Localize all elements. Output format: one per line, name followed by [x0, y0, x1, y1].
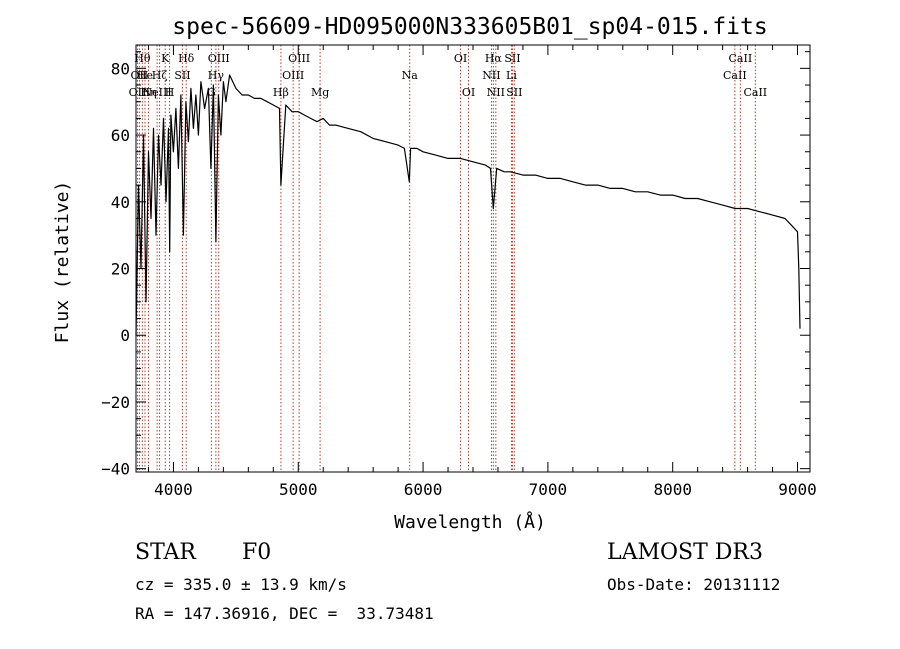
- observation-date: Obs-Date: 20131112: [607, 575, 781, 594]
- x-tick-label: 7000: [529, 480, 568, 499]
- line-label: SII: [504, 52, 520, 65]
- y-tick-label: 40: [111, 193, 130, 212]
- line-label: Hη: [140, 86, 156, 99]
- y-tick-label: 60: [111, 126, 130, 145]
- line-label: He: [137, 69, 153, 82]
- line-label: CaII: [723, 69, 747, 82]
- line-label: NeIII: [143, 86, 172, 99]
- coordinates: RA = 147.36916, DEC = 33.73481: [135, 604, 434, 623]
- y-tick-label: 20: [111, 260, 130, 279]
- line-label: OI: [454, 52, 467, 65]
- line-label: K: [161, 52, 170, 65]
- chart-title: spec-56609-HD095000N333605B01_sp04-015.f…: [172, 14, 767, 40]
- line-label: Hγ: [208, 69, 225, 82]
- axes-layer: 4000 5000 6000 7000 8000 9000 −40 −20 0 20 40 60 80: [101, 44, 817, 499]
- line-label: OII: [131, 69, 149, 82]
- line-label: SII: [174, 69, 190, 82]
- line-label: NII: [487, 86, 505, 99]
- line-label: SII: [506, 86, 522, 99]
- y-tick-label: −40: [101, 460, 130, 479]
- line-label: CaII: [743, 86, 767, 99]
- line-markers: [136, 45, 756, 472]
- flux-line: [135, 74, 801, 336]
- plot-background: [0, 0, 900, 540]
- line-label: Na: [402, 69, 419, 82]
- object-class: STAR: [135, 540, 196, 565]
- line-label: OIII: [282, 69, 304, 82]
- y-tick-label: 0: [120, 326, 130, 345]
- line-label: CaII: [729, 52, 753, 65]
- y-axis-label: Flux (relative): [52, 181, 73, 344]
- spectrum-chart: 4000 5000 6000 7000 8000 9000−40−20020406080 …: [0, 0, 900, 540]
- x-tick-label: 5000: [279, 480, 318, 499]
- x-tick-label: 8000: [653, 480, 692, 499]
- line-label: OII: [129, 86, 147, 99]
- line-label: G: [207, 86, 216, 99]
- redshift-velocity: cz = 335.0 ± 13.9 km/s: [135, 575, 347, 594]
- x-tick-label: 6000: [404, 480, 443, 499]
- line-label: Hβ: [273, 86, 289, 99]
- spectral-subclass: F0: [242, 540, 272, 565]
- y-tick-label: −20: [101, 393, 130, 412]
- x-tick-label: 9000: [778, 480, 817, 499]
- line-label: Hδ: [178, 52, 195, 65]
- line-label: OIII: [208, 52, 230, 65]
- line-label: Hα: [485, 52, 503, 65]
- line-label: NII: [482, 69, 500, 82]
- x-tick-label: 4000: [154, 480, 193, 499]
- series-layer: [135, 74, 801, 336]
- line-label: Hζ: [152, 69, 168, 82]
- line-label: OI: [462, 86, 475, 99]
- x-axis-label: Wavelength (Å): [394, 511, 546, 533]
- y-tick-label: 80: [111, 59, 130, 78]
- line-label: H: [165, 86, 175, 99]
- line-label: Li: [506, 69, 517, 82]
- survey-name: LAMOST DR3: [607, 540, 763, 565]
- line-label: Hθ: [134, 52, 151, 65]
- line-label: Mg: [311, 86, 329, 99]
- line-label: OIII: [288, 52, 310, 65]
